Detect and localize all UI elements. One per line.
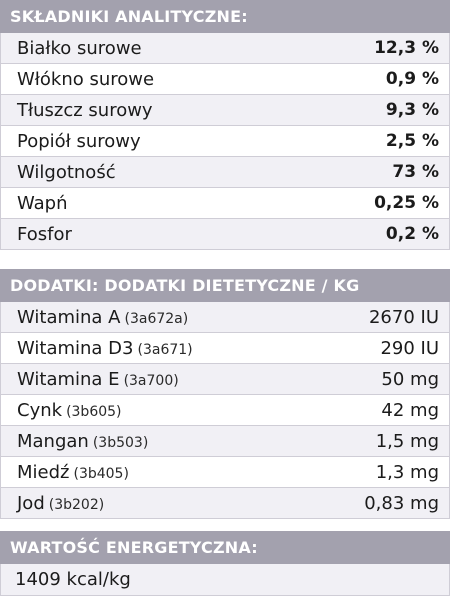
additive-name: Jod (17, 492, 45, 514)
table-row: Witamina A (3a672a) 2670 IU (1, 302, 449, 333)
additive-name: Mangan (17, 430, 89, 452)
table-row: Mangan (3b503) 1,5 mg (1, 426, 449, 457)
row-value: 1,3 mg (375, 461, 439, 483)
row-value: 42 mg (381, 399, 439, 421)
additives-rows: Witamina A (3a672a) 2670 IU Witamina D3 (3… (0, 302, 450, 519)
additive-name: Witamina E (17, 368, 120, 390)
table-row: Jod (3b202) 0,83 mg (1, 488, 449, 519)
additive-code: (3b503) (92, 434, 149, 451)
analytical-header: SKŁADNIKI ANALITYCZNE: (0, 0, 450, 33)
row-value: 1,5 mg (375, 430, 439, 452)
row-value: 50 mg (381, 368, 439, 390)
additive-code: (3a700) (123, 372, 179, 389)
additive-name: Witamina D3 (17, 337, 134, 359)
row-value: 0,2 % (385, 224, 439, 244)
row-label: Włókno surowe (17, 68, 155, 90)
row-label: Witamina E (3a700) (17, 369, 179, 390)
analytical-rows: Białko surowe 12,3 % Włókno surowe 0,9 %… (0, 33, 450, 250)
row-label: Wapń (17, 192, 68, 214)
row-label: Wilgotność (17, 161, 116, 183)
additive-name: Witamina A (17, 306, 121, 328)
row-label: Tłuszcz surowy (17, 99, 153, 121)
table-row: Fosfor 0,2 % (1, 219, 449, 250)
table-row: 1409 kcal/kg (1, 564, 449, 596)
additive-code: (3b605) (66, 403, 122, 420)
row-label: Cynk (3b605) (17, 400, 122, 421)
additive-code: (3a672a) (124, 310, 189, 327)
row-value: 2,5 % (385, 131, 439, 151)
table-row: Wilgotność 73 % (1, 157, 449, 188)
row-value: 0,9 % (385, 69, 439, 89)
row-label: Witamina A (3a672a) (17, 307, 188, 328)
row-value: 12,3 % (374, 38, 439, 58)
row-value: 0,83 mg (364, 492, 439, 514)
table-row: Miedź (3b405) 1,3 mg (1, 457, 449, 488)
row-label: Mangan (3b503) (17, 431, 148, 452)
energy-value: 1409 kcal/kg (15, 569, 131, 590)
additive-name: Miedź (17, 461, 70, 483)
energy-header: WARTOŚĆ ENERGETYCZNA: (0, 531, 450, 564)
row-label: Jod (3b202) (17, 493, 104, 514)
table-row: Popiół surowy 2,5 % (1, 126, 449, 157)
table-row: Tłuszcz surowy 9,3 % (1, 95, 449, 126)
additive-name: Cynk (17, 399, 63, 421)
table-row: Cynk (3b605) 42 mg (1, 395, 449, 426)
row-label: Fosfor (17, 223, 72, 245)
table-row: Wapń 0,25 % (1, 188, 449, 219)
table-row: Białko surowe 12,3 % (1, 33, 449, 64)
table-row: Włókno surowe 0,9 % (1, 64, 449, 95)
row-value: 0,25 % (374, 193, 439, 213)
additive-code: (3b405) (73, 465, 129, 482)
row-label: Miedź (3b405) (17, 462, 129, 483)
energy-rows: 1409 kcal/kg (0, 564, 450, 596)
additives-table: DODATKI: DODATKI DIETETYCZNE / KG Witami… (0, 269, 450, 519)
additives-header: DODATKI: DODATKI DIETETYCZNE / KG (0, 269, 450, 302)
table-row: Witamina E (3a700) 50 mg (1, 364, 449, 395)
additive-code: (3a671) (137, 341, 193, 358)
energy-table: WARTOŚĆ ENERGETYCZNA: 1409 kcal/kg (0, 531, 450, 596)
row-label: Popiół surowy (17, 130, 141, 152)
row-value: 290 IU (380, 337, 439, 359)
row-value: 9,3 % (385, 100, 439, 120)
analytical-constituents-table: SKŁADNIKI ANALITYCZNE: Białko surowe 12,… (0, 0, 450, 250)
row-value: 2670 IU (368, 306, 439, 328)
row-label: Białko surowe (17, 37, 142, 59)
additive-code: (3b202) (48, 496, 105, 513)
row-value: 73 % (392, 162, 439, 182)
row-label: Witamina D3 (3a671) (17, 338, 193, 359)
table-row: Witamina D3 (3a671) 290 IU (1, 333, 449, 364)
